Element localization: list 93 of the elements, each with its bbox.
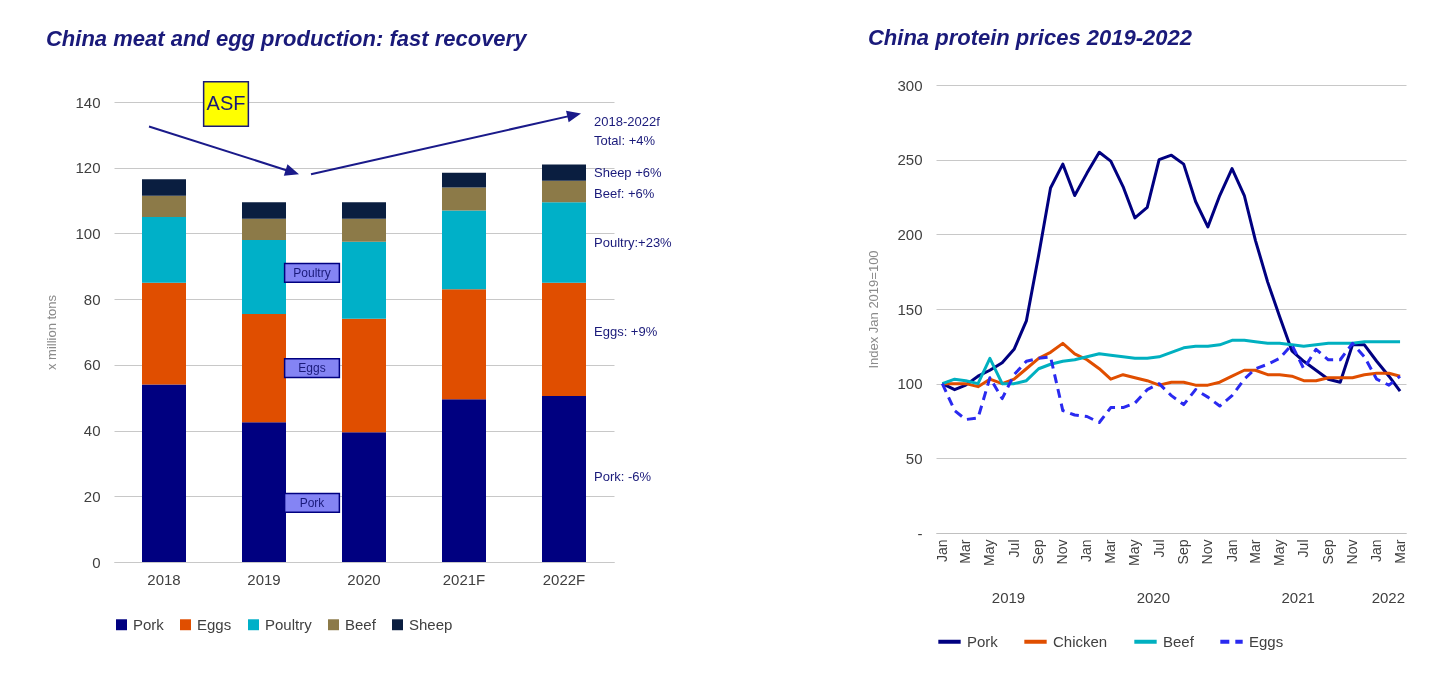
x-tick-label: Jul — [1005, 539, 1022, 558]
y-tick-label: 140 — [75, 93, 101, 111]
y-tick-label: 100 — [75, 224, 101, 242]
y-tick-label: 120 — [75, 159, 101, 177]
annotation: Pork: -6% — [594, 468, 652, 484]
x-tick-label: Mar — [1246, 539, 1263, 564]
y-tick-label: 250 — [897, 151, 923, 169]
y-axis-title: Index Jan 2019=100 — [866, 250, 882, 369]
bar — [342, 432, 386, 562]
annotation: Pork — [299, 495, 326, 510]
x-tick-label: Sep — [1319, 539, 1336, 565]
x-tick-label: Mar — [1102, 539, 1119, 564]
x-tick-label: Jan — [1368, 539, 1385, 563]
legend-label: Beef — [1163, 632, 1195, 650]
legend-label: Beef — [345, 615, 377, 633]
y-tick-label: - — [917, 524, 923, 542]
y-axis-title: x million tons — [44, 294, 60, 371]
y-tick-label: 20 — [83, 487, 101, 505]
y-tick-label: 0 — [92, 553, 101, 571]
bar — [242, 240, 286, 314]
bar — [242, 313, 286, 423]
bar — [142, 179, 186, 196]
legend-label: Poultry — [265, 615, 313, 633]
annotation: ASF — [206, 92, 246, 114]
bar — [242, 202, 286, 219]
bar — [442, 399, 486, 562]
y-tick-label: 40 — [83, 422, 101, 440]
annotation: Eggs — [298, 361, 326, 376]
x-tick-label: Sep — [1175, 539, 1192, 565]
x-tick-label: Nov — [1054, 539, 1071, 565]
x-tick-label: 2018 — [147, 570, 181, 588]
annotation: Poultry:+23% — [594, 235, 673, 251]
text: 2021 — [1281, 589, 1315, 606]
y-tick-label: 200 — [897, 225, 923, 243]
text: 2020 — [1136, 589, 1171, 606]
bar — [342, 241, 386, 319]
legend-label: Chicken — [1053, 632, 1108, 650]
x-tick-label: May — [1271, 539, 1288, 566]
x-tick-label: Nov — [1344, 539, 1360, 565]
chart-title: China protein prices 2019-2022 — [867, 25, 1193, 50]
x-tick-label: Sep — [1030, 539, 1047, 565]
bar — [542, 180, 586, 203]
chart-title: China meat and egg production: fast recovery — [45, 25, 529, 51]
x-tick-label: May — [981, 539, 998, 566]
bar — [442, 289, 486, 400]
y-tick-label: 60 — [83, 356, 101, 374]
y-tick-label: 150 — [897, 300, 923, 318]
x-tick-label: Nov — [1199, 539, 1216, 565]
bar — [142, 282, 186, 385]
y-tick-label: 100 — [897, 375, 923, 393]
bar — [142, 217, 186, 283]
bar — [442, 210, 486, 290]
legend-label: Eggs — [1249, 632, 1284, 650]
x-tick-label: Jul — [1150, 539, 1167, 558]
bar — [342, 202, 386, 219]
bar — [542, 202, 586, 283]
x-tick-label: 2019 — [247, 570, 281, 588]
annotation: Eggs: +9% — [594, 324, 658, 339]
bar — [542, 396, 586, 562]
text: 2019 — [991, 589, 1026, 606]
bar — [542, 164, 586, 181]
x-tick-label: Jan — [1078, 539, 1095, 563]
bar — [142, 195, 186, 217]
annotation: Total: +4% — [594, 133, 656, 149]
annotation: Poultry — [293, 265, 331, 280]
text: 2022 — [1371, 589, 1406, 606]
annotation: 2018-2022f — [594, 113, 661, 129]
x-tick-label: Jan — [933, 539, 950, 563]
bar — [342, 318, 386, 433]
y-tick-label: 300 — [897, 76, 923, 94]
annotation: Beef: +6% — [594, 186, 655, 201]
bar — [342, 218, 386, 242]
x-tick-label: 2021F — [442, 570, 486, 588]
x-tick-label: 2022F — [542, 570, 586, 588]
y-tick-label: 50 — [905, 449, 923, 467]
x-tick-label: Mar — [1391, 539, 1408, 564]
legend-label: Sheep — [409, 615, 453, 633]
line-series — [940, 341, 1402, 424]
bar — [142, 384, 186, 562]
bar — [242, 218, 286, 240]
annotation: Sheep +6% — [594, 164, 663, 180]
legend-label: Pork — [133, 615, 165, 633]
bar — [442, 187, 486, 211]
bar — [542, 282, 586, 397]
x-tick-label: 2020 — [347, 570, 381, 588]
y-tick-label: 80 — [83, 290, 101, 308]
x-tick-label: Jul — [1295, 539, 1312, 558]
legend-label: Eggs — [197, 615, 232, 633]
bar — [442, 172, 486, 188]
x-tick-label: Jan — [1223, 539, 1240, 563]
x-tick-label: Mar — [957, 539, 974, 564]
legend-label: Pork — [967, 632, 999, 650]
x-tick-label: May — [1126, 539, 1143, 566]
